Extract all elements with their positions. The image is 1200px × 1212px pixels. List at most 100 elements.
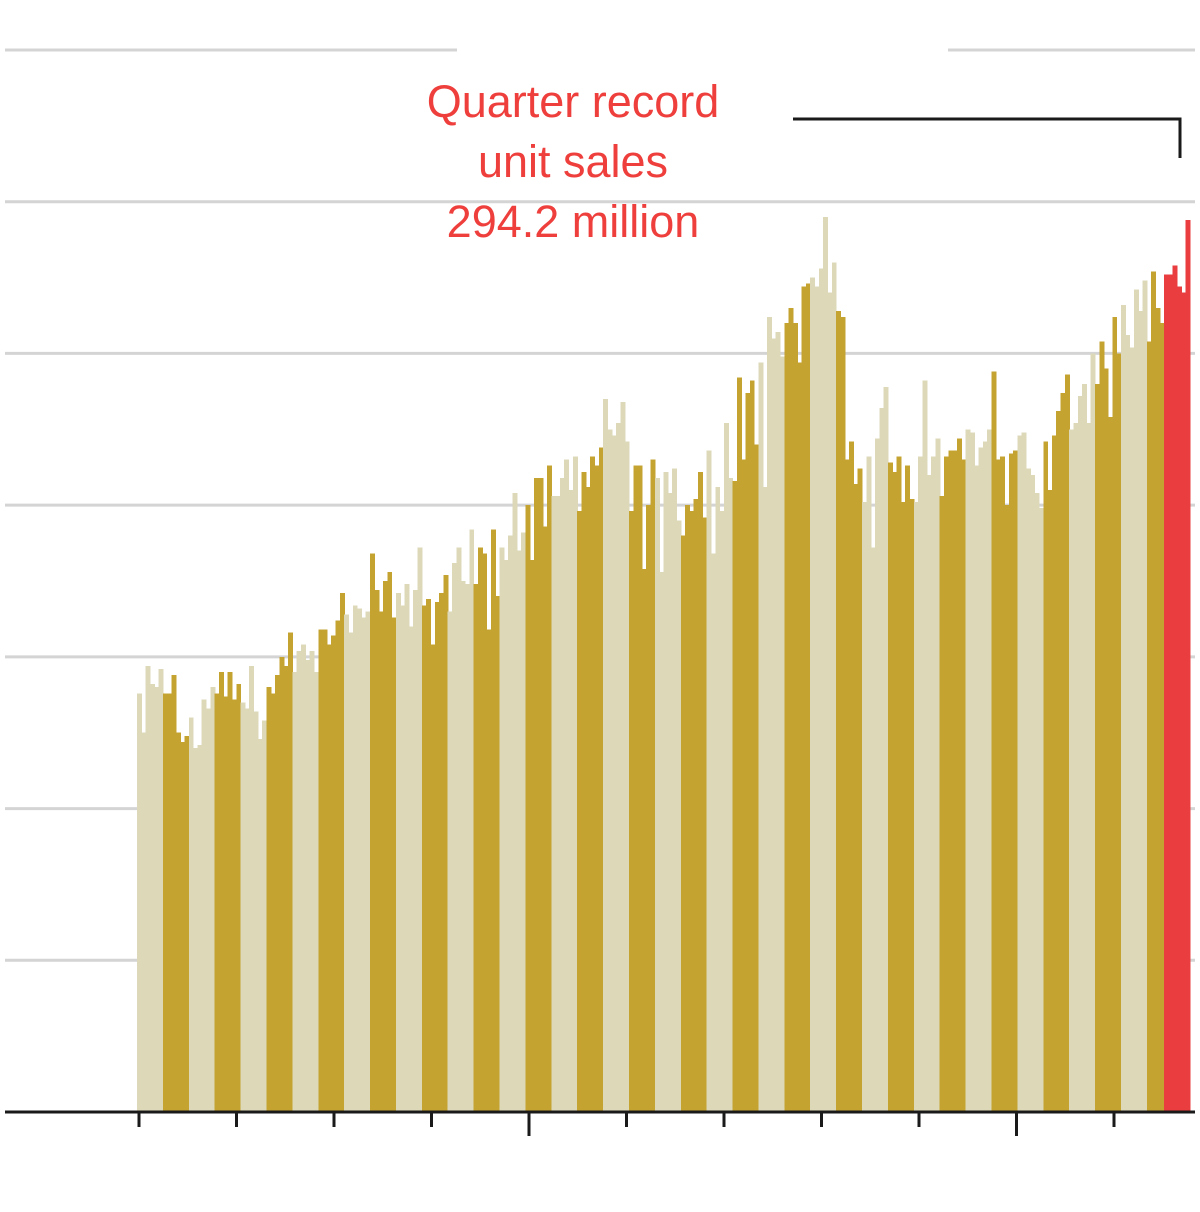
annotation-line-3: 294.2 million <box>447 196 700 247</box>
bar <box>572 456 578 1113</box>
bar <box>430 644 436 1112</box>
bar <box>145 665 151 1112</box>
bar <box>857 468 863 1113</box>
bar <box>283 665 289 1112</box>
bar <box>223 696 229 1112</box>
bar <box>814 286 820 1112</box>
bar <box>503 559 509 1112</box>
bar <box>1021 432 1027 1112</box>
bar-highlight <box>1185 219 1191 1113</box>
bar <box>1142 280 1148 1112</box>
bar <box>1082 383 1088 1112</box>
bar <box>1103 368 1109 1113</box>
bar <box>913 502 919 1112</box>
bar <box>758 362 764 1112</box>
bar <box>197 744 203 1112</box>
bar <box>628 511 634 1113</box>
bar <box>991 371 997 1112</box>
bar <box>486 629 492 1112</box>
bar <box>236 684 242 1112</box>
bar <box>551 496 557 1112</box>
bar <box>521 532 527 1112</box>
bar <box>1138 310 1144 1112</box>
bar <box>313 672 319 1112</box>
bar <box>939 496 945 1112</box>
bar <box>400 605 406 1112</box>
bar <box>296 650 302 1112</box>
bar <box>564 459 570 1112</box>
bar <box>870 547 876 1112</box>
bar <box>555 496 561 1112</box>
bar <box>257 738 263 1112</box>
bar <box>262 720 268 1112</box>
bar <box>270 693 276 1112</box>
bar <box>646 505 652 1112</box>
bar <box>413 590 419 1112</box>
bar <box>754 444 760 1113</box>
bar <box>167 693 173 1112</box>
bars <box>137 216 1191 1113</box>
bar <box>249 665 255 1112</box>
bar <box>1146 341 1152 1112</box>
bar <box>767 317 772 1112</box>
bar <box>603 398 608 1112</box>
bar <box>581 471 587 1112</box>
bar <box>279 656 285 1112</box>
bar <box>849 441 854 1112</box>
bar <box>1056 411 1062 1113</box>
bar <box>318 629 324 1112</box>
bar <box>391 617 397 1112</box>
bar <box>974 465 980 1112</box>
bar <box>464 584 470 1112</box>
bar <box>300 644 306 1112</box>
bar <box>374 590 380 1112</box>
annotation-line-1: Quarter record <box>427 76 720 127</box>
bar <box>905 465 911 1112</box>
bar <box>823 216 829 1112</box>
bar <box>434 602 440 1112</box>
bar <box>887 462 893 1112</box>
bar <box>702 517 708 1112</box>
bar <box>482 553 488 1112</box>
bar <box>663 471 669 1112</box>
bar <box>426 599 432 1112</box>
bar <box>382 581 388 1112</box>
bar <box>780 356 785 1113</box>
bar <box>792 323 798 1113</box>
bar <box>710 553 716 1112</box>
bar <box>836 310 842 1112</box>
bar <box>370 553 375 1112</box>
bar <box>611 435 617 1113</box>
bar <box>978 447 984 1112</box>
bar <box>672 468 678 1113</box>
bar <box>339 593 345 1112</box>
bar <box>719 511 725 1113</box>
bar <box>1038 508 1044 1112</box>
bar <box>184 735 190 1112</box>
bar <box>900 502 906 1112</box>
bar-highlight <box>1177 286 1182 1112</box>
annotation: Quarter record unit sales 294.2 million <box>427 76 1182 247</box>
bar <box>801 286 807 1112</box>
bar-highlight <box>1172 265 1178 1112</box>
bar <box>931 456 936 1113</box>
bar <box>598 447 604 1112</box>
bar <box>723 423 729 1113</box>
bar <box>853 483 859 1112</box>
bar <box>667 493 673 1112</box>
bar <box>883 386 889 1112</box>
bar <box>1004 505 1010 1112</box>
bar <box>158 668 164 1112</box>
bar <box>866 456 872 1113</box>
bar <box>1125 335 1131 1113</box>
bar-highlight <box>1164 274 1170 1112</box>
bar <box>874 438 880 1112</box>
bar <box>456 547 462 1112</box>
bar <box>344 614 350 1112</box>
bar <box>1043 441 1049 1112</box>
bar <box>784 323 790 1113</box>
bar <box>206 708 211 1112</box>
bar <box>1000 456 1006 1113</box>
bar <box>775 332 781 1112</box>
